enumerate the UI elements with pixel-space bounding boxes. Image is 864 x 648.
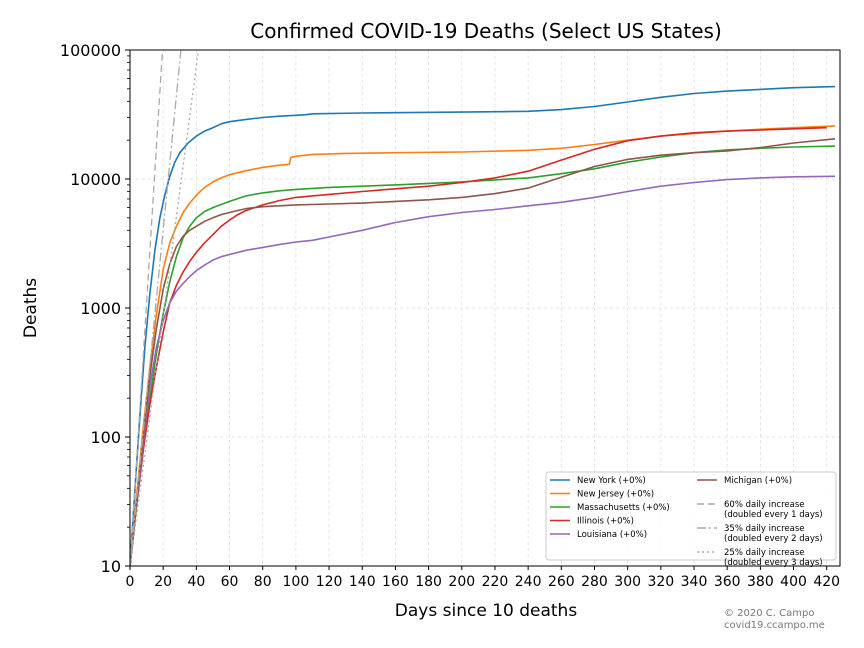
series-line-4 [130,175,836,566]
x-tick-label: 340 [681,574,708,590]
x-tick-label: 360 [714,574,741,590]
series-line-8 [130,50,200,566]
y-tick-label: 1000 [80,299,121,318]
series-line-6 [130,50,164,566]
legend-label: Michigan (+0%) [724,476,792,486]
legend-label: New York (+0%) [577,476,646,486]
x-tick-label: 320 [647,574,674,590]
x-tick-label: 80 [254,574,272,590]
y-tick-label: 10000 [70,170,121,189]
x-tick-label: 400 [780,574,807,590]
y-tick-label: 100 [90,428,121,447]
x-tick-label: 280 [581,574,608,590]
series-line-0 [130,85,836,566]
y-tick-label: 10 [101,557,121,576]
legend-label: Louisiana (+0%) [577,530,647,540]
x-axis-label: Days since 10 deaths [395,601,578,621]
x-tick-label: 240 [515,574,542,590]
legend-label: Massachusetts (+0%) [577,503,670,513]
x-tick-label: 260 [548,574,575,590]
legend-label: Illinois (+0%) [577,517,634,527]
x-tick-label: 200 [448,574,475,590]
credit-line-2: covid19.ccampo.me [724,620,825,631]
x-tick-label: 40 [187,574,205,590]
axes: 0 20 40 60 80 100 120 140 160 180 200 220 240 260 280 3… [60,41,840,590]
series-layer [130,50,836,566]
series-line-2 [130,145,836,566]
legend-label: New Jersey (+0%) [577,490,654,500]
legend-label: 35% daily increase (doubled every 2 days) [724,524,823,544]
legend-box [545,471,837,561]
x-tick-label: 300 [614,574,641,590]
chart-title: Confirmed COVID-19 Deaths (Select US Sta… [250,19,722,43]
x-tick-label: 0 [126,574,135,590]
x-tick-label: 420 [813,574,840,590]
series-line-5 [130,138,836,566]
x-tick-label: 140 [349,574,376,590]
x-tick-label: 380 [747,574,774,590]
x-tick-label: 180 [415,574,442,590]
x-tick-label: 100 [283,574,310,590]
y-tick-label: 100000 [60,41,121,60]
credit-line-1: © 2020 C. Campo [724,608,814,619]
x-tick-label: 20 [154,574,172,590]
x-tick-label: 60 [221,574,239,590]
legend-label: 60% daily increase (doubled every 1 days) [724,500,823,520]
series-line-7 [130,50,182,566]
x-tick-label: 120 [316,574,343,590]
legend: New York (+0%) New Jersey (+0%) Massachuse… [545,471,837,568]
legend-label: 25% daily increase (doubled every 3 days) [724,548,823,568]
y-axis-label: Deaths [21,278,41,338]
x-tick-label: 220 [482,574,509,590]
x-tick-label: 160 [382,574,409,590]
